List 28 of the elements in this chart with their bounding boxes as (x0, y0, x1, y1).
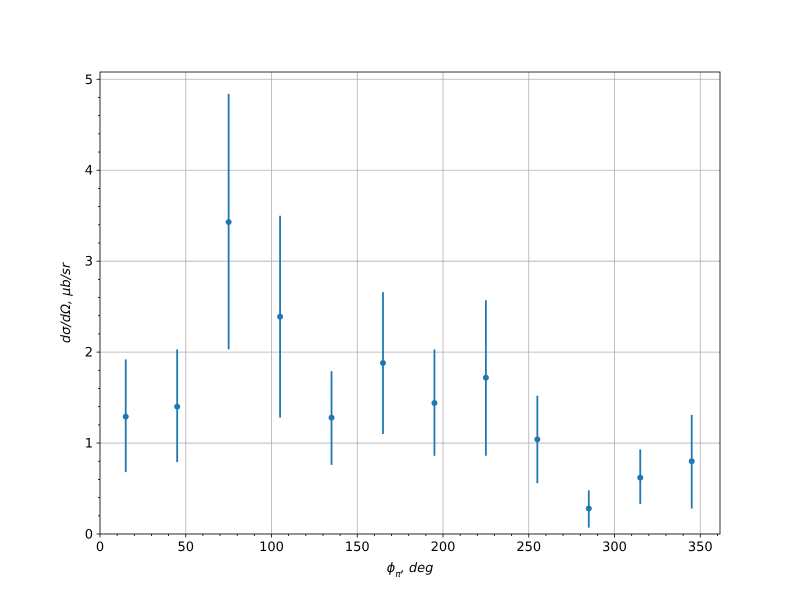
y-tick-label: 3 (84, 254, 93, 270)
y-tick-label: 5 (84, 72, 93, 88)
point (534, 436, 540, 442)
point (122, 414, 129, 420)
point (586, 506, 592, 512)
point (277, 314, 284, 320)
x-tick-label: 300 (602, 540, 627, 555)
x-tick-label: 150 (344, 540, 370, 555)
y-tick-label: 1 (84, 436, 93, 452)
point (226, 219, 232, 226)
x-tick-label: 350 (688, 540, 713, 555)
y-tick-label: 0 (84, 528, 93, 542)
point (688, 458, 695, 464)
x-tick-label: 0 (96, 540, 104, 555)
y-axis-title: dσ/dΩ, μb/sr (59, 261, 74, 344)
x-axis-title: ϕ$_{π}$, deg (386, 561, 434, 580)
x-tick-label: 250 (516, 540, 542, 555)
point (482, 374, 489, 381)
x-tick-label: 200 (430, 540, 456, 555)
point (328, 414, 335, 421)
point (431, 400, 438, 406)
y-tick-label: 2 (84, 346, 93, 361)
point (380, 360, 386, 366)
point (174, 404, 180, 410)
x-tick-label: 100 (259, 540, 284, 555)
x-tick-label: 50 (177, 540, 194, 555)
point (637, 474, 644, 481)
y-tick-label: 4 (84, 164, 93, 179)
